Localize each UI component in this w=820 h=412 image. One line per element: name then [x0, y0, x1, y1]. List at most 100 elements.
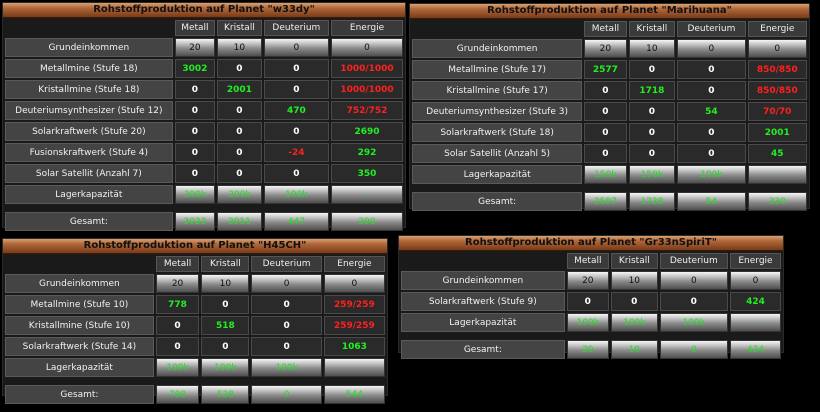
row-label: Grundeinkommen [412, 39, 583, 58]
production-row: Deuteriumsynthesizer (Stufe 3) 0 0 54 70/70 [412, 102, 807, 121]
value-cell: 20 [584, 39, 627, 58]
value-cell: 0 [628, 60, 676, 79]
value-cell: 0 [217, 164, 262, 183]
value-cell: 0 [251, 316, 322, 335]
production-row: Solarkraftwerk (Stufe 9) 0 0 0 424 [401, 292, 781, 311]
storage-cell: - [323, 358, 385, 377]
production-row: Metallmine (Stufe 10) 778 0 0 259/259 [5, 295, 385, 314]
panel-title: Rohstoffproduktion auf Planet "Gr33nSpir… [399, 236, 783, 251]
production-table: Metall Kristall Deuterium Energie Grundeinko… [3, 254, 387, 406]
column-header-kristall: Kristall [610, 253, 658, 269]
value-cell: 20 [566, 271, 609, 290]
production-row: Grundeinkommen 20 10 0 0 [5, 274, 385, 293]
production-row: Fusionskraftwerk (Stufe 4) 0 0 -24 292 [5, 143, 403, 162]
value-cell: 0 [628, 144, 676, 163]
panel-title: Rohstoffproduktion auf Planet "H45CH" [3, 239, 387, 254]
value-cell: 0 [263, 80, 330, 99]
value-cell: 0 [659, 292, 728, 311]
row-label: Deuteriumsynthesizer (Stufe 3) [412, 102, 583, 121]
value-cell: 0 [174, 101, 216, 120]
value-cell: 20 [174, 38, 216, 57]
value-cell: 1000/1000 [331, 80, 403, 99]
storage-cell: - [331, 185, 403, 204]
value-cell: 0 [155, 337, 200, 356]
value-cell: 0 [201, 337, 250, 356]
value-cell: 0 [263, 164, 330, 183]
row-label: Solarkraftwerk (Stufe 18) [412, 123, 583, 142]
value-cell: 0 [263, 59, 330, 78]
value-cell: 10 [628, 39, 676, 58]
total-cell: 798 [155, 385, 200, 404]
value-cell: 424 [729, 292, 781, 311]
header-blank [5, 20, 173, 36]
value-cell: 45 [747, 144, 807, 163]
value-cell: 0 [174, 164, 216, 183]
column-header-energie: Energie [331, 20, 403, 36]
value-cell: 0 [610, 292, 658, 311]
value-cell: 259/259 [323, 295, 385, 314]
total-cell: 0 [251, 385, 322, 404]
production-row: Kristallmine (Stufe 17) 0 1718 0 850/850 [412, 81, 807, 100]
total-cell: 424 [729, 340, 781, 359]
value-cell: 0 [251, 295, 322, 314]
storage-row: Lagerkapazität 300k 200k 100k - [5, 185, 403, 204]
production-row: Solar Satellit (Anzahl 7) 0 0 0 350 [5, 164, 403, 183]
value-cell: 0 [677, 123, 746, 142]
value-cell: 54 [677, 102, 746, 121]
row-label: Solarkraftwerk (Stufe 20) [5, 122, 173, 141]
storage-label: Lagerkapazität [412, 165, 583, 184]
production-table: Metall Kristall Deuterium Energie Grundeinko… [410, 19, 809, 213]
row-label: Solar Satellit (Anzahl 5) [412, 144, 583, 163]
production-row: Solar Satellit (Anzahl 5) 0 0 0 45 [412, 144, 807, 163]
storage-label: Lagerkapazität [5, 185, 173, 204]
value-cell: 10 [201, 274, 250, 293]
column-header-kristall: Kristall [217, 20, 262, 36]
total-label: Gesamt: [5, 212, 173, 231]
production-row: Solarkraftwerk (Stufe 20) 0 0 0 2690 [5, 122, 403, 141]
production-row: Metallmine (Stufe 17) 2577 0 0 850/850 [412, 60, 807, 79]
total-row: Gesamt: 2597 1728 54 330 [412, 192, 807, 211]
value-cell: 2001 [217, 80, 262, 99]
header-row: Metall Kristall Deuterium Energie [412, 21, 807, 37]
value-cell: 0 [217, 101, 262, 120]
header-blank [412, 21, 582, 37]
column-header-deuterium: Deuterium [659, 253, 728, 269]
storage-cell: 100k [201, 358, 250, 377]
row-label: Grundeinkommen [5, 38, 173, 57]
value-cell: 518 [201, 316, 250, 335]
value-cell: 0 [251, 274, 322, 293]
value-cell: 0 [174, 122, 216, 141]
total-cell: 528 [201, 385, 250, 404]
column-header-metall: Metall [566, 253, 609, 269]
panel-title: Rohstoffproduktion auf Planet "w33dy" [3, 3, 405, 18]
total-cell: 20 [566, 340, 609, 359]
value-cell: 1000/1000 [331, 59, 403, 78]
planet-panel-gr33nspirit: Rohstoffproduktion auf Planet "Gr33nSpir… [398, 235, 784, 359]
storage-cell: 100k [659, 313, 728, 332]
value-cell: 3002 [174, 59, 216, 78]
total-row: Gesamt: 798 528 0 544 [5, 385, 385, 404]
storage-cell: - [729, 313, 781, 332]
value-cell: 0 [677, 60, 746, 79]
value-cell: 470 [263, 101, 330, 120]
row-label: Solar Satellit (Anzahl 7) [5, 164, 173, 183]
value-cell: 0 [263, 38, 330, 57]
storage-cell: 100k [155, 358, 200, 377]
production-row: Kristallmine (Stufe 18) 0 2001 0 1000/1000 [5, 80, 403, 99]
total-cell: 10 [610, 340, 658, 359]
total-cell: 290 [331, 212, 403, 231]
storage-cell: 100k [263, 185, 330, 204]
value-cell: 0 [201, 295, 250, 314]
panel-title: Rohstoffproduktion auf Planet "Marihuana… [410, 4, 809, 19]
row-label: Metallmine (Stufe 17) [412, 60, 583, 79]
storage-label: Lagerkapazität [5, 358, 154, 377]
value-cell: 0 [584, 81, 627, 100]
column-header-kristall: Kristall [201, 256, 250, 272]
value-cell: 20 [155, 274, 200, 293]
storage-cell: 300k [174, 185, 216, 204]
row-label: Solarkraftwerk (Stufe 9) [401, 292, 565, 311]
header-row: Metall Kristall Deuterium Energie [5, 20, 403, 36]
value-cell: 0 [331, 38, 403, 57]
value-cell: 1718 [628, 81, 676, 100]
row-label: Grundeinkommen [5, 274, 154, 293]
